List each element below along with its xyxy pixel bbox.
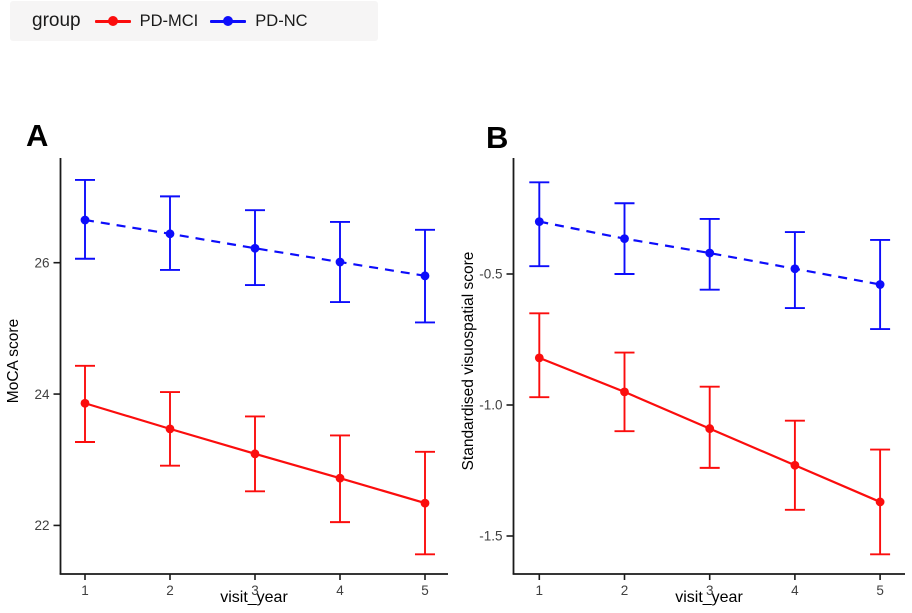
legend-label-pd-mci: PD-MCI: [139, 11, 199, 30]
svg-text:3: 3: [706, 583, 714, 598]
svg-text:2: 2: [166, 583, 174, 598]
pd-nc-line-dot-icon: [210, 14, 247, 28]
svg-text:-1.5: -1.5: [479, 529, 502, 544]
svg-text:-0.5: -0.5: [479, 267, 502, 282]
svg-text:2: 2: [621, 583, 629, 598]
legend-title: group: [32, 10, 81, 31]
svg-text:-1.0: -1.0: [479, 398, 502, 413]
svg-text:5: 5: [876, 583, 884, 598]
pd-mci-line-dot-icon: [94, 14, 131, 28]
legend: group PD-MCI PD-NC: [10, 1, 378, 41]
svg-text:1: 1: [536, 583, 544, 598]
svg-text:5: 5: [421, 583, 429, 598]
legend-item-pd-nc: PD-NC: [210, 11, 308, 31]
panel-a-x-axis-title: visit_year: [220, 589, 288, 606]
svg-text:26: 26: [34, 255, 49, 270]
svg-text:1: 1: [81, 583, 89, 598]
panel-b-x-axis-title: visit_year: [675, 589, 743, 606]
panel-a-label: A: [26, 118, 49, 153]
panel-b-label: B: [486, 120, 509, 155]
legend-item-pd-mci: PD-MCI: [94, 11, 199, 31]
svg-text:4: 4: [336, 583, 344, 598]
legend-label-pd-nc: PD-NC: [255, 11, 308, 30]
svg-text:4: 4: [791, 583, 799, 598]
svg-text:3: 3: [251, 583, 259, 598]
svg-text:24: 24: [34, 387, 50, 402]
svg-text:22: 22: [34, 518, 49, 533]
